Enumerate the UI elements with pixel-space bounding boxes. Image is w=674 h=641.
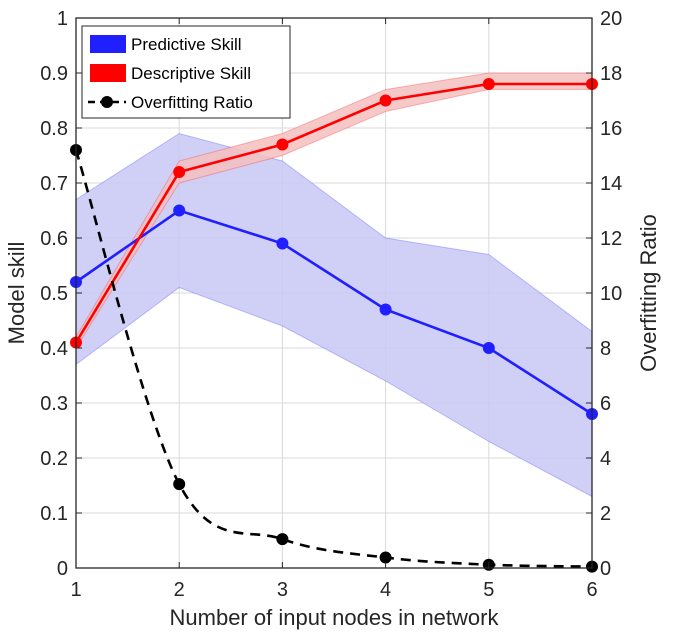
y-left-tick-label: 0.1 (40, 503, 68, 525)
predictive-skill-point (482, 342, 495, 354)
y-right-tick-label: 0 (600, 558, 611, 580)
legend-swatch-descriptive-skill (90, 64, 126, 82)
y-left-tick-label: 0.6 (40, 228, 68, 250)
y-right-tick-label: 20 (600, 8, 622, 30)
y-left-tick-label: 0.9 (40, 63, 68, 85)
y-right-tick-label: 6 (600, 393, 611, 415)
y-left-tick-label: 0 (57, 558, 68, 580)
predictive-skill-point (379, 303, 392, 316)
y-left-tick-label: 0.7 (40, 173, 68, 195)
descriptive-skill-band-lower (75, 89, 592, 349)
legend-label-overfitting-ratio: Overfitting Ratio (131, 93, 253, 112)
y-right-tick-label: 2 (600, 503, 611, 525)
x-axis-title: Number of input nodes in network (170, 605, 500, 630)
descriptive-skill-line (74, 82, 592, 344)
legend-label-predictive-skill: Predictive Skill (131, 35, 242, 54)
y-right-tick-label: 10 (600, 283, 622, 305)
overfitting-ratio-point (173, 478, 186, 491)
legend-label-descriptive-skill: Descriptive Skill (131, 64, 251, 83)
y-axis-left-title: Model skill (4, 242, 29, 345)
predictive-skill-point (173, 204, 186, 217)
descriptive-skill-point (482, 78, 495, 90)
x-tick-label: 4 (380, 579, 391, 601)
legend: Predictive Skill Descriptive Skill Overfit… (81, 25, 291, 119)
descriptive-skill-band-upper (75, 72, 592, 338)
x-tick-label: 6 (586, 579, 597, 601)
x-tick-label: 2 (174, 579, 185, 601)
overfitting-ratio-point (379, 551, 392, 564)
descriptive-skill-point (276, 138, 289, 151)
y-right-tick-label: 8 (600, 338, 611, 360)
y-left-tick-label: 0.4 (40, 338, 68, 360)
x-tick-label: 5 (483, 579, 494, 601)
y-right-tick-label: 12 (600, 228, 622, 250)
y-left-tick-label: 0.5 (40, 283, 68, 305)
y-left-tick-label: 0.2 (40, 448, 68, 470)
series-markers (70, 78, 598, 573)
y-right-tick-label: 14 (600, 173, 622, 195)
y-left-tick-label: 0.3 (40, 393, 68, 415)
y-left-tick-label: 1 (57, 8, 68, 30)
descriptive-skill-band (76, 73, 592, 348)
y-left-tick-label: 0.8 (40, 118, 68, 140)
axis-ticks: 1 2 3 4 5 600.10.20.30.40.50.60.70.80.9102468… (40, 8, 622, 601)
legend-marker-overfitting-ratio (101, 96, 113, 108)
x-tick-label: 3 (277, 579, 288, 601)
predictive-skill-point (276, 237, 289, 250)
y-right-tick-label: 16 (600, 118, 622, 140)
overfitting-ratio-point (276, 533, 289, 546)
confidence-bands (75, 72, 593, 497)
descriptive-skill-point (173, 166, 186, 178)
predictive-skill-band-upper (75, 132, 593, 332)
predictive-skill-line (75, 209, 593, 416)
predictive-skill-band-lower (75, 286, 593, 497)
predictive-skill-band (76, 133, 592, 497)
descriptive-skill-point (379, 94, 392, 107)
x-tick-label: 1 (70, 579, 81, 601)
y-right-tick-label: 18 (600, 63, 622, 85)
legend-swatch-predictive-skill (90, 35, 126, 53)
y-axis-right-title: Overfitting Ratio (636, 214, 661, 372)
y-right-tick-label: 4 (600, 448, 611, 470)
